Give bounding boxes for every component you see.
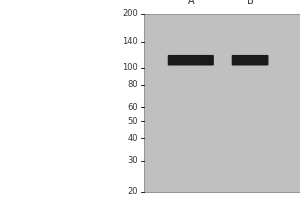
Text: 60: 60: [128, 103, 138, 112]
Text: 100: 100: [122, 63, 138, 72]
Text: 30: 30: [128, 156, 138, 165]
Text: 200: 200: [122, 9, 138, 19]
Text: B: B: [247, 0, 254, 6]
Text: 40: 40: [128, 134, 138, 143]
Text: 140: 140: [122, 37, 138, 46]
FancyBboxPatch shape: [168, 55, 214, 66]
Text: 80: 80: [128, 80, 138, 89]
Text: A: A: [188, 0, 194, 6]
Text: 50: 50: [128, 117, 138, 126]
Text: 20: 20: [128, 188, 138, 196]
Bar: [144, 14, 300, 192]
FancyBboxPatch shape: [232, 55, 268, 66]
